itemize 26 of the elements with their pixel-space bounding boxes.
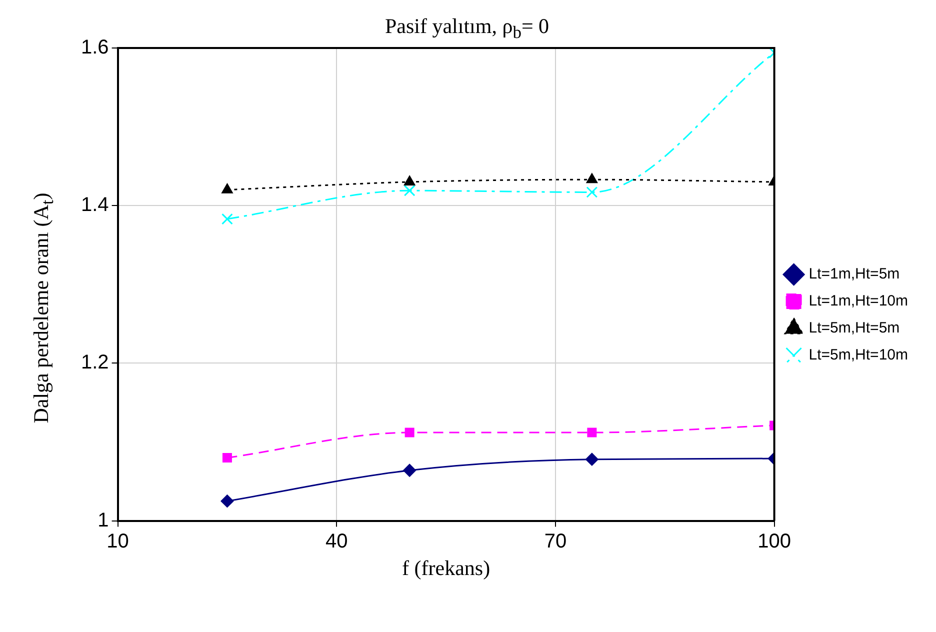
- x-tick-label: 70: [544, 530, 567, 552]
- point: [587, 428, 597, 438]
- point: [222, 213, 233, 225]
- legend-label: Lt=5m,Ht=10m: [808, 346, 908, 364]
- x-tick-label: 100: [758, 530, 791, 552]
- point: [222, 453, 232, 463]
- x-axis-title: f (frekans): [402, 556, 490, 580]
- legend-label: Lt=1m,Ht=5m: [808, 266, 900, 283]
- point: [403, 464, 416, 477]
- point: [586, 173, 598, 184]
- point: [220, 494, 234, 508]
- x-tick-label: 10: [106, 530, 129, 552]
- point: [586, 186, 598, 198]
- y-tick-label: 1.2: [80, 352, 109, 374]
- legend-label: Lt=1m,Ht=10m: [808, 292, 908, 310]
- point: [222, 183, 233, 194]
- legend-label: Lt=5m,Ht=5m: [808, 320, 900, 337]
- y-tick-label: 1: [98, 509, 109, 532]
- point: [585, 452, 598, 466]
- y-tick-label: 1.6: [80, 36, 109, 59]
- point: [404, 175, 416, 186]
- point: [404, 184, 416, 196]
- y-tick-label: 1.4: [80, 194, 109, 216]
- x-tick-label: 40: [326, 530, 348, 552]
- point: [404, 428, 414, 438]
- chart-title: Pasif yalıtım, ρ$_{b}$= 0: [384, 14, 550, 42]
